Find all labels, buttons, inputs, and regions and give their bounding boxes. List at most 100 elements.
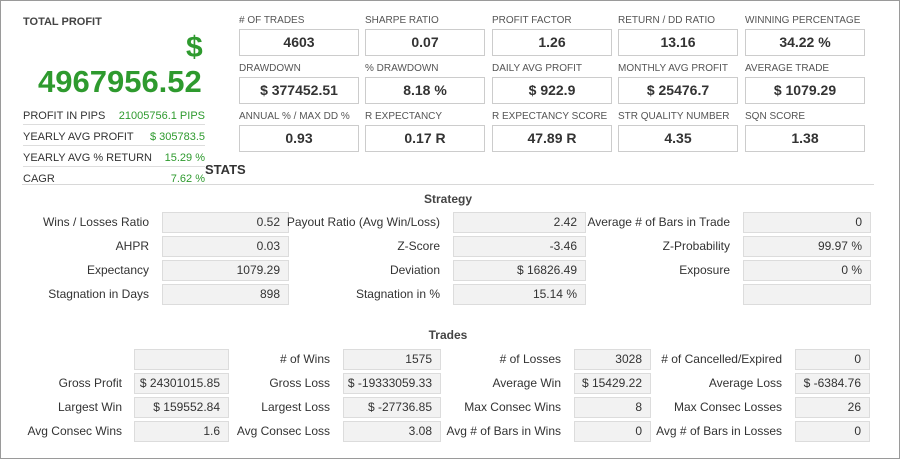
dollar-icon: $ [186,31,203,64]
trades-value: $ 24301015.85 [134,373,229,394]
strategy-label: AHPR [115,239,149,253]
trades-label: Max Consec Wins [464,400,561,414]
metric-value: 34.22 % [745,29,865,56]
profit-row-pips: PROFIT IN PIPS 21005756.1 PIPS [23,107,205,125]
metric-value: 4.35 [618,125,738,152]
trades-value: 0 [574,421,651,442]
strategy-label: Deviation [389,263,440,277]
profit-row-label: CAGR [23,173,55,185]
trades-value: $ -19333059.33 [343,373,441,394]
trades-value: 8 [574,397,651,418]
trades-value: $ -6384.76 [795,373,870,394]
metric-label: MONTHLY AVG PROFIT [618,63,729,74]
strategy-value [743,284,871,305]
total-profit-label: TOTAL PROFIT [23,16,102,28]
divider [22,184,874,185]
strategy-label: Payout Ratio (Avg Win/Loss) [286,215,440,229]
metric-card: R EXPECTANCY 0.17 R [365,111,485,152]
profit-row-yearly-return: YEARLY AVG % RETURN 15.29 % [23,149,205,167]
trades-value: 1575 [343,349,441,370]
metric-card: STR QUALITY NUMBER 4.35 [618,111,738,152]
trades-value: 3028 [574,349,651,370]
trades-title: Trades [428,328,468,342]
trades-value: 0 [795,349,870,370]
strategy-title: Strategy [423,192,473,206]
profit-row-yearly-avg: YEARLY AVG PROFIT $ 305783.5 [23,128,205,146]
metric-label: WINNING PERCENTAGE [745,15,861,26]
metric-value: 13.16 [618,29,738,56]
metric-card: PROFIT FACTOR 1.26 [492,15,612,56]
profit-row-cagr: CAGR 7.62 % [23,170,205,188]
trades-value: 0 [795,421,870,442]
metric-label: AVERAGE TRADE [745,63,830,74]
divider [23,145,205,146]
metric-value: 8.18 % [365,77,485,104]
metric-card: WINNING PERCENTAGE 34.22 % [745,15,865,56]
strategy-value: 0.52 [162,212,289,233]
metric-value: $ 1079.29 [745,77,865,104]
strategy-label: Wins / Losses Ratio [42,215,149,229]
metric-label: SHARPE RATIO [365,15,439,26]
metric-card: RETURN / DD RATIO 13.16 [618,15,738,56]
trades-label: Largest Win [57,400,122,414]
metric-label: STR QUALITY NUMBER [618,111,730,122]
metric-value: 1.38 [745,125,865,152]
profit-row-label: YEARLY AVG PROFIT [23,131,134,143]
trades-label: Gross Profit [58,376,122,390]
strategy-value: 0 % [743,260,871,281]
metric-card: SQN SCORE 1.38 [745,111,865,152]
profit-row-value: $ 305783.5 [149,131,205,143]
profit-row-value: 15.29 % [164,152,205,164]
strategy-label: Expectancy [86,263,149,277]
trades-label: Avg Consec Wins [27,424,122,438]
strategy-label: Average # of Bars in Trade [587,215,730,229]
metric-card: R EXPECTANCY SCORE 47.89 R [492,111,612,152]
trades-value: 3.08 [343,421,441,442]
profit-row-label: YEARLY AVG % RETURN [23,152,152,164]
strategy-value: 15.14 % [453,284,586,305]
metric-card: # OF TRADES 4603 [239,15,359,56]
metric-card: AVERAGE TRADE $ 1079.29 [745,63,865,104]
metric-value: $ 25476.7 [618,77,738,104]
strategy-value: 99.97 % [743,236,871,257]
trades-value: $ 15429.22 [574,373,651,394]
strategy-value: 1079.29 [162,260,289,281]
metric-card: DRAWDOWN $ 377452.51 [239,63,359,104]
trades-label: Avg # of Bars in Wins [446,424,562,438]
metric-card: ANNUAL % / MAX DD % 0.93 [239,111,359,152]
trades-value: $ -27736.85 [343,397,441,418]
stats-title: STATS [205,162,246,177]
metric-label: R EXPECTANCY [365,111,443,122]
trades-label: Largest Loss [261,400,330,414]
total-profit-value: 4967956.52 [38,64,202,99]
divider [23,124,205,125]
metric-label: SQN SCORE [745,111,806,122]
metric-value: 4603 [239,29,359,56]
profit-row-value: 7.62 % [170,173,205,185]
trades-label: # of Losses [499,352,561,366]
strategy-value: $ 16826.49 [453,260,586,281]
metric-label: DAILY AVG PROFIT [492,63,583,74]
metric-label: # OF TRADES [239,15,305,26]
trades-label: Average Win [492,376,561,390]
strategy-label: Stagnation in % [355,287,440,301]
metric-label: ANNUAL % / MAX DD % [239,111,350,122]
strategy-value: 2.42 [453,212,586,233]
trades-label: # of Wins [279,352,330,366]
divider [23,166,205,167]
strategy-value: 898 [162,284,289,305]
metric-value: 47.89 R [492,125,612,152]
metric-value: $ 377452.51 [239,77,359,104]
strategy-label: Z-Score [397,239,440,253]
metric-value: $ 922.9 [492,77,612,104]
metric-label: DRAWDOWN [239,63,301,74]
metric-label: R EXPECTANCY SCORE [492,111,608,122]
strategy-label: Z-Probability [662,239,730,253]
trades-label: Avg # of Bars in Losses [656,424,782,438]
trades-label: Gross Loss [269,376,330,390]
strategy-value: 0 [743,212,871,233]
strategy-label: Exposure [679,263,730,277]
metric-card: % DRAWDOWN 8.18 % [365,63,485,104]
trades-label: Max Consec Losses [673,400,782,414]
profit-row-label: PROFIT IN PIPS [23,110,106,122]
